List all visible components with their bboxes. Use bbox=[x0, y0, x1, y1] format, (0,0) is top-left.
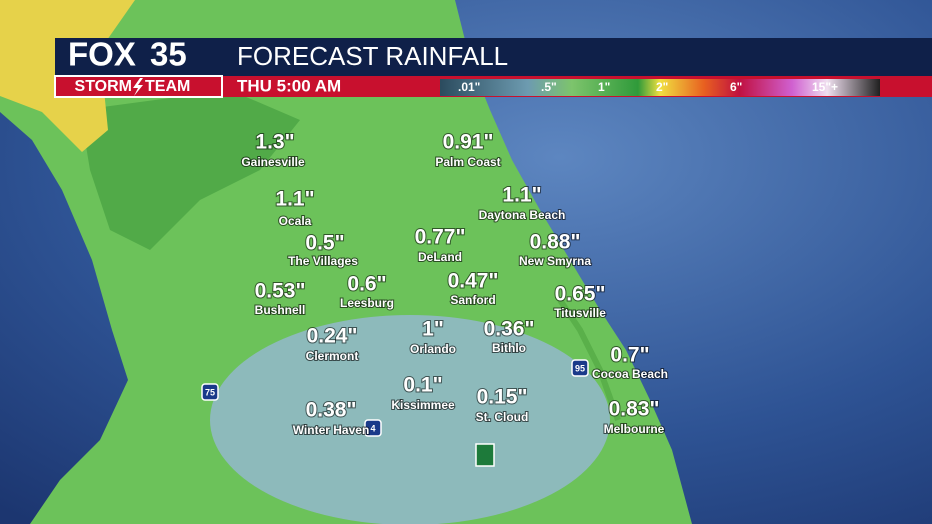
legend-label: .01" bbox=[458, 80, 480, 94]
city-name: Cocoa Beach bbox=[592, 367, 668, 381]
time: THU 5:00 AM bbox=[237, 76, 341, 95]
legend-label: 6" bbox=[730, 80, 742, 94]
city-name: Bushnell bbox=[255, 303, 306, 317]
title: FORECAST RAINFALL bbox=[237, 41, 508, 71]
cities: 1.3"Gainesville 0.91"Palm Coast 1.1" Ocala 1… bbox=[240, 130, 669, 439]
heavier-rain bbox=[80, 90, 300, 250]
coast-line bbox=[557, 298, 621, 422]
rainfall-amount: 0.88" bbox=[530, 231, 581, 254]
rainfall-amount: 0.38" bbox=[306, 399, 357, 422]
rainfall-amount: 0.91" bbox=[443, 131, 494, 154]
highway-shield bbox=[201, 383, 219, 401]
rainfall-amount: 0.53" bbox=[255, 280, 306, 303]
logo-team-right: TEAM bbox=[145, 78, 190, 95]
city-name: Orlando bbox=[410, 342, 456, 356]
highway-number: 4 bbox=[370, 423, 375, 433]
rainfall-amount: 0.65" bbox=[555, 283, 606, 306]
city-name: St. Cloud bbox=[476, 410, 529, 424]
turnpike-sign bbox=[475, 443, 495, 467]
logo-brand: FOX bbox=[68, 36, 136, 73]
rainfall-amount: 1" bbox=[422, 318, 444, 341]
legend-label: .5" bbox=[541, 80, 557, 94]
city-name: Ocala bbox=[279, 214, 312, 228]
city-name: Titusville bbox=[554, 306, 606, 320]
highway-shield bbox=[364, 419, 382, 437]
highway-shield bbox=[571, 359, 589, 377]
rainfall-amount: 0.47" bbox=[448, 270, 499, 293]
title-bar bbox=[55, 38, 932, 76]
bolt bbox=[133, 78, 143, 96]
rainfall-amount: 1.1" bbox=[502, 184, 541, 207]
rainfall-amount: 0.36" bbox=[484, 318, 535, 341]
city-name: Melbourne bbox=[604, 422, 665, 436]
light-rain bbox=[210, 315, 610, 524]
legend-label: 1" bbox=[598, 80, 610, 94]
highway-number: 75 bbox=[205, 387, 215, 397]
city-name: Daytona Beach bbox=[479, 208, 566, 222]
rainfall-amount: 1.1" bbox=[275, 188, 314, 211]
rainfall-amount: 1.3" bbox=[255, 131, 294, 154]
rainfall-amount: 0.7" bbox=[610, 344, 649, 367]
legend-scale bbox=[440, 79, 880, 96]
rainfall-amount: 0.24" bbox=[307, 325, 358, 348]
city-name: Winter Haven bbox=[293, 423, 370, 437]
rainfall-amount: 0.83" bbox=[609, 398, 660, 421]
logo-channel: 35 bbox=[150, 36, 187, 73]
highway-number: 95 bbox=[575, 363, 585, 373]
city-name: Kissimmee bbox=[391, 398, 455, 412]
legend: .01" .5" 1" 2" 6" 15"+ bbox=[458, 80, 838, 94]
city-name: Gainesville bbox=[241, 155, 305, 169]
rainfall-amount: 0.1" bbox=[403, 374, 442, 397]
city-name: New Smyrna bbox=[519, 254, 591, 268]
city-name: DeLand bbox=[418, 250, 462, 264]
rainfall-amount: 0.5" bbox=[305, 232, 344, 255]
rainfall-amount: 0.6" bbox=[347, 273, 386, 296]
city-name: Palm Coast bbox=[435, 155, 500, 169]
city-name: The Villages bbox=[288, 254, 358, 268]
logo-team-left: STORM bbox=[75, 78, 132, 95]
city-name: Leesburg bbox=[340, 296, 394, 310]
rainfall-amount: 0.77" bbox=[415, 226, 466, 249]
rainfall-amount: 0.15" bbox=[477, 386, 528, 409]
city-name: Clermont bbox=[306, 349, 359, 363]
highways: 75 4 95 bbox=[201, 359, 589, 467]
legend-label: 15"+ bbox=[812, 80, 838, 94]
legend-label: 2" bbox=[656, 80, 668, 94]
city-name: Sanford bbox=[450, 293, 495, 307]
city-name: Bithlo bbox=[492, 341, 526, 355]
